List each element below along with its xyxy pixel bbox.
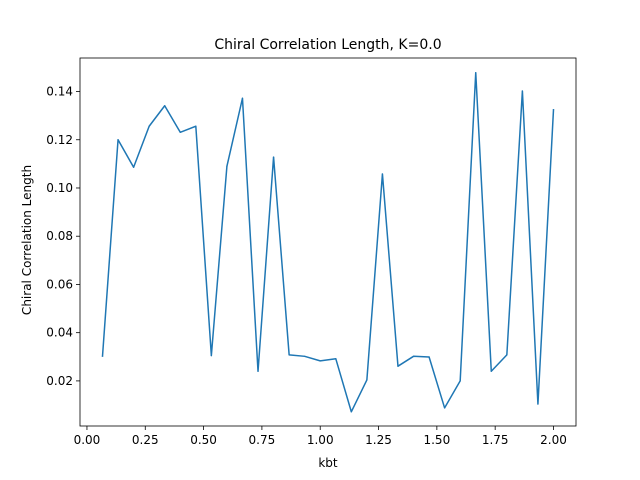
data-point xyxy=(412,355,415,357)
y-tick-label: 0.04 xyxy=(46,326,73,340)
data-point xyxy=(133,166,135,168)
y-tick-label: 0.12 xyxy=(46,133,73,147)
data-point xyxy=(521,90,523,92)
data-point xyxy=(304,355,306,357)
x-tick-label: 0.00 xyxy=(74,433,101,447)
y-tick-label: 0.08 xyxy=(46,229,73,243)
data-point xyxy=(381,173,384,175)
data-point xyxy=(272,156,275,158)
data-point xyxy=(210,354,212,357)
data-point xyxy=(428,356,430,358)
data-point xyxy=(475,72,477,74)
data-point xyxy=(257,370,259,372)
x-tick-label: 1.50 xyxy=(423,433,450,447)
chart-title: Chiral Correlation Length, K=0.0 xyxy=(214,37,441,53)
data-point xyxy=(319,360,321,362)
data-point xyxy=(552,109,555,111)
data-point xyxy=(164,105,166,107)
x-tick-label: 1.75 xyxy=(482,433,509,447)
series-line xyxy=(101,71,555,413)
y-tick-label: 0.06 xyxy=(46,277,73,291)
data-point xyxy=(506,354,508,356)
data-point xyxy=(335,358,337,360)
axes-frame xyxy=(79,57,577,427)
x-tick-label: 2.00 xyxy=(540,433,567,447)
data-point xyxy=(397,365,399,367)
y-tick-label: 0.14 xyxy=(46,85,73,99)
x-tick-label: 0.50 xyxy=(190,433,217,447)
data-point xyxy=(148,125,150,127)
data-point xyxy=(101,355,104,357)
data-point xyxy=(537,403,539,405)
data-point xyxy=(179,131,181,133)
data-point xyxy=(195,125,197,127)
data-point xyxy=(459,380,461,382)
plot-area xyxy=(101,71,555,413)
x-tick-label: 1.00 xyxy=(307,433,334,447)
data-point xyxy=(226,165,228,167)
x-axis-label: kbt xyxy=(318,456,338,470)
x-tick-label: 0.75 xyxy=(249,433,276,447)
data-point xyxy=(241,97,244,99)
data-point xyxy=(288,354,290,356)
y-tick-label: 0.02 xyxy=(46,374,73,388)
y-tick-label: 0.10 xyxy=(46,181,73,195)
axes-ticks: 0.00 0.25 0.50 0.75 1.00 1.25 1.50 1.75 2.00 0.02… xyxy=(46,85,567,447)
data-point xyxy=(117,139,119,141)
data-point xyxy=(366,379,368,381)
data-point xyxy=(350,411,352,413)
data-point xyxy=(490,370,492,372)
y-axis-label: Chiral Correlation Length xyxy=(20,165,34,315)
data-point xyxy=(444,407,446,409)
x-tick-label: 1.25 xyxy=(365,433,392,447)
x-tick-label: 0.25 xyxy=(132,433,159,447)
